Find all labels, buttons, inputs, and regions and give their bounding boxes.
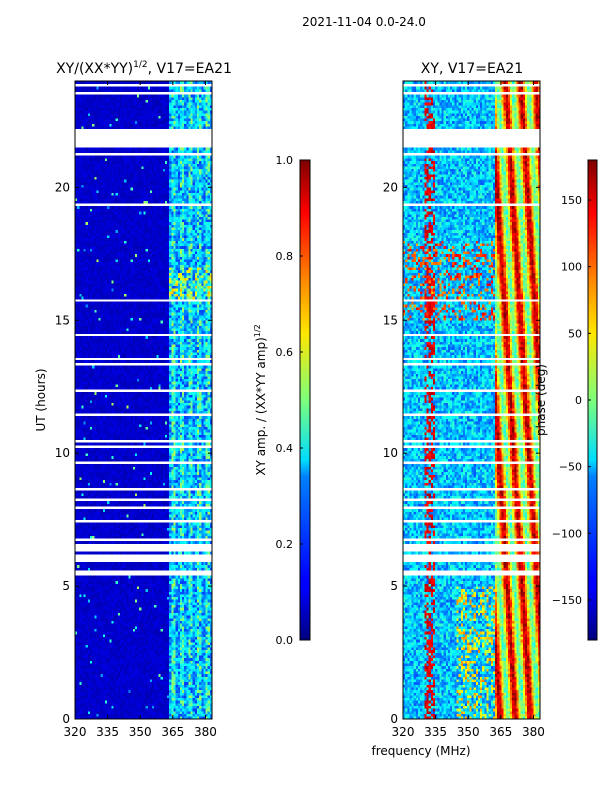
y-tick-label: 15 [55,313,70,327]
colorbar-phase-label: phase (deg) [534,364,548,436]
x-tick-label: 380 [194,725,217,739]
x-tick-label: 335 [96,725,119,739]
panel-phase-title: XY, V17=EA21 [421,61,523,77]
phase-heatmap [403,81,540,719]
colorbar-phase: −150 −100 −50 0 50 100 150 phase (deg) [534,160,597,640]
colorbar-tick-label: 0.2 [276,538,294,551]
amplitude-heatmap [75,81,212,719]
x-tick-label: 380 [522,725,545,739]
panel-amplitude-title: XY/(XX*YY)1/2, V17=EA21 [56,60,232,77]
colorbar-tick-label: 0.6 [276,346,294,359]
y-tick-label: 5 [62,579,70,593]
colorbar-phase-ticks: −150 −100 −50 0 50 100 150 [552,194,591,607]
colorbar-tick-label: −50 [559,461,582,474]
colorbar-tick-label: −100 [552,527,582,540]
phase-xlabel: frequency (MHz) [371,744,470,758]
x-tick-label: 350 [457,725,480,739]
colorbar-amplitude: 0.0 0.2 0.4 0.6 0.8 1.0 XY amp. / (XX*YY amp)… [253,154,310,647]
y-tick-label: 5 [390,579,398,593]
y-tick-label: 0 [390,712,398,726]
y-tick-label: 10 [383,446,398,460]
colorbar-tick-label: 0.4 [276,442,294,455]
colorbar-tick-label: 100 [561,261,582,274]
colorbar-tick-label: −150 [552,594,582,607]
amplitude-ylabel: UT (hours) [34,368,48,431]
x-tick-label: 320 [64,725,87,739]
suptitle: 2021-11-04 0.0-24.0 [302,15,426,29]
colorbar-amplitude-gradient [300,160,310,640]
figure: 2021-11-04 0.0-24.0 XY/(XX*YY)1/2, V17=E… [0,0,600,800]
colorbar-tick-label: 0 [575,394,582,407]
x-tick-label: 365 [161,725,184,739]
y-tick-label: 0 [62,712,70,726]
colorbar-tick-label: 0.0 [276,634,294,647]
x-tick-label: 320 [392,725,415,739]
colorbar-tick-label: 150 [561,194,582,207]
x-tick-label: 365 [489,725,512,739]
y-tick-label: 20 [383,180,398,194]
panel-amplitude: XY/(XX*YY)1/2, V17=EA21 320 335 350 365 380 0… [34,60,232,739]
y-tick-label: 15 [383,313,398,327]
y-tick-label: 10 [55,446,70,460]
colorbar-amplitude-ticks: 0.0 0.2 0.4 0.6 0.8 1.0 [276,154,304,647]
colorbar-tick-label: 0.8 [276,250,294,263]
colorbar-tick-label: 1.0 [276,154,294,167]
x-tick-label: 335 [424,725,447,739]
colorbar-tick-label: 50 [568,327,582,340]
y-tick-label: 20 [55,180,70,194]
colorbar-amplitude-label: XY amp. / (XX*YY amp)1/2 [253,324,268,475]
panel-phase: XY, V17=EA21 320 335 350 365 380 0 5 10 15 20 fre… [371,61,544,758]
x-tick-label: 350 [129,725,152,739]
